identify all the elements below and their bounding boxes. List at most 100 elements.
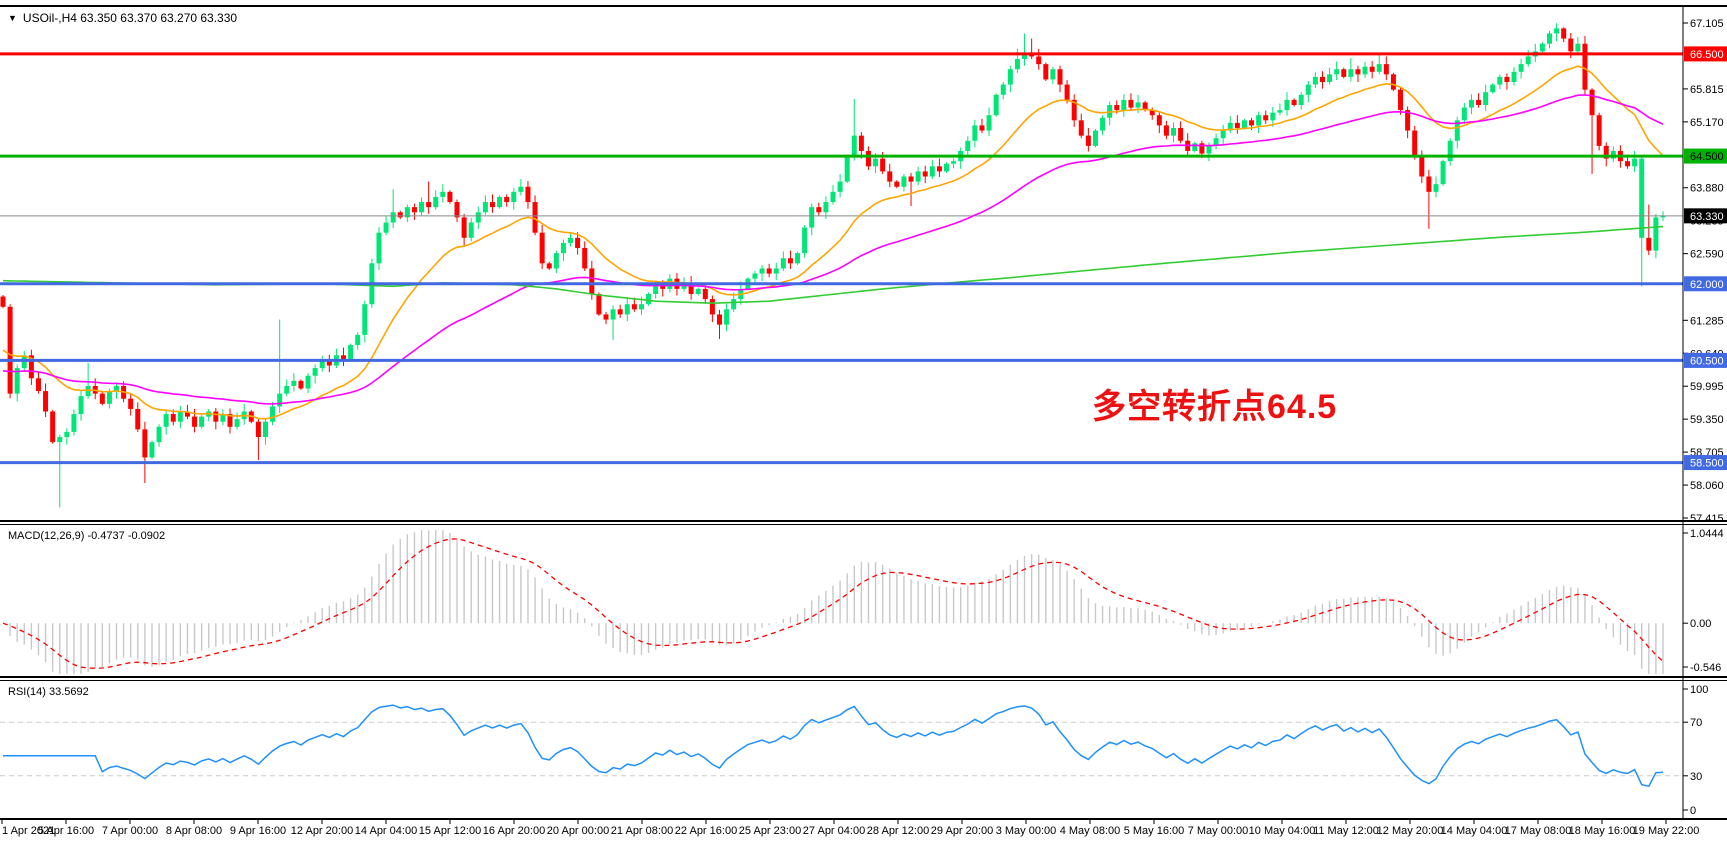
price-badge-label: 58.500 [1690,458,1724,470]
candle-body [1561,28,1567,39]
candle-body [1554,28,1560,34]
candle-body [702,288,708,300]
candle-body [1277,110,1283,113]
top-border [0,5,1727,7]
candle-body [837,181,843,192]
candle-body [1050,69,1056,80]
ma-mid-magenta [2,94,1664,405]
candle-body [1171,127,1177,136]
candle-body [7,306,13,394]
candle-body [326,360,332,366]
candle-body [447,191,453,203]
candle-body [1632,158,1638,167]
time-tick-label: 25 Apr 23:00 [739,825,801,837]
macd-scale-label: 0.00 [1690,618,1711,630]
price-tick-label: 58.060 [1690,480,1724,492]
candle-body [1461,107,1467,121]
candle-body [1263,115,1269,121]
candle-body [312,368,318,376]
candle-body [1220,130,1226,139]
candle-body [1525,56,1531,65]
candle-body [1419,156,1425,177]
price-tick-label: 57.415 [1690,513,1724,525]
candle-body [298,380,304,389]
time-tick-label: 14 May 04:00 [1441,825,1508,837]
candle-body [922,171,928,177]
candle-body [887,171,893,182]
candle-body [461,217,467,238]
candle-body [114,385,120,392]
candle-body [156,426,162,443]
candle-body [1575,43,1581,52]
time-tick-label: 4 May 08:00 [1060,825,1121,837]
candle-body [1043,64,1049,80]
candle-body [986,115,992,131]
candle-body [28,355,34,379]
time-tick-label: 10 May 04:00 [1249,825,1316,837]
candle-body [277,393,283,407]
price-tick-label: 59.350 [1690,414,1724,426]
time-tick-label: 5 May 16:00 [1124,825,1185,837]
candle-body [64,431,70,438]
candle-body [177,411,183,422]
candle-body [823,202,829,213]
candle-body [1383,64,1389,75]
time-tick-label: 15 Apr 12:00 [419,825,481,837]
candle-body [163,414,169,427]
candle-body [596,293,602,315]
candle-body [546,263,552,269]
candle-body [979,125,985,131]
price-badge-58.500 [1684,455,1727,471]
candlestick-layer [0,23,1666,508]
candle-body [1426,176,1432,192]
candle-body [489,202,495,208]
price-axis[interactable]: 67.10565.81565.17063.88062.59061.28560.6… [1683,18,1727,817]
rsi-scale-label: 0 [1690,805,1696,817]
candle-body [1490,84,1496,93]
candle-body [1369,66,1375,72]
candle-body [85,385,91,397]
candle-body [255,421,261,438]
candle-body [270,406,276,422]
candle-body [582,248,588,269]
candle-body [724,309,730,325]
candle-body [553,253,559,269]
candle-body [1007,69,1013,85]
price-badge-66.500 [1684,46,1727,62]
candle-body [355,334,361,346]
candle-body [348,345,354,361]
symbol-ohlc-label: USOil-,H4 63.350 63.370 63.270 63.330 [22,11,238,25]
candle-body [1291,99,1297,105]
time-tick-label: 22 Apr 16:00 [675,825,737,837]
candle-body [1199,143,1205,154]
chevron-down-icon[interactable]: ▼ [8,13,17,23]
candle-body [1142,102,1148,111]
time-tick-label: 17 May 08:00 [1505,825,1572,837]
annotation-text[interactable]: 多空转折点64.5 [1092,388,1338,426]
candle-body [1348,69,1354,77]
macd-panel [2,530,1664,674]
candle-body [227,414,233,427]
candle-body [504,196,510,203]
macd-scale-label: 1.0444 [1690,528,1724,540]
candle-body [128,398,134,409]
candle-body [1398,89,1404,111]
separator-main-macd-2 [0,524,1727,525]
candle-body [646,293,652,305]
macd-signal-line [2,538,1664,669]
candle-body [376,232,382,264]
candle-body [468,222,474,238]
candle-body [816,207,822,213]
price-tick-label: 62.590 [1690,249,1724,261]
candle-body [589,268,595,294]
separator-macd-rsi [0,676,1727,678]
candle-body [539,232,545,264]
candle-body [653,283,659,294]
candle-body [773,268,779,274]
candle-body [142,429,148,458]
candle-body [1092,130,1098,146]
candle-body [99,393,105,404]
candle-body [1603,145,1609,159]
